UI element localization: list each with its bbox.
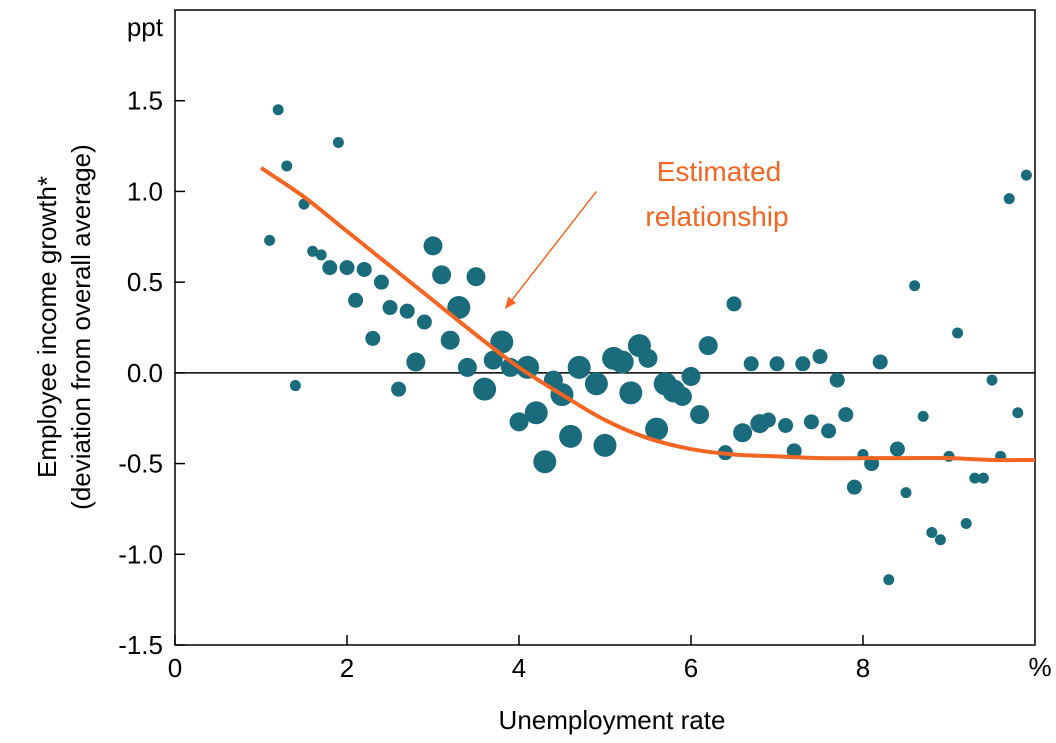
x-tick-label: 8 xyxy=(856,653,870,683)
scatter-point xyxy=(490,330,514,354)
scatter-point xyxy=(900,487,912,499)
scatter-point xyxy=(698,336,718,356)
y-unit-label: ppt xyxy=(127,12,164,42)
scatter-point xyxy=(391,381,407,397)
scatter-point xyxy=(356,261,372,277)
scatter-point xyxy=(1020,169,1032,181)
scatter-point xyxy=(281,160,293,172)
scatter-point xyxy=(846,479,862,495)
scatter-point xyxy=(778,417,794,433)
scatter-point xyxy=(399,303,415,319)
scatter-point xyxy=(760,412,776,428)
scatter-point xyxy=(272,104,284,116)
scatter-point xyxy=(690,405,710,425)
y-tick-label: -1.5 xyxy=(118,630,163,660)
scatter-point xyxy=(889,441,905,457)
y-tick-label: -1.0 xyxy=(118,539,163,569)
scatter-point xyxy=(339,260,355,276)
scatter-point xyxy=(593,433,617,457)
scatter-point xyxy=(926,527,938,539)
scatter-point xyxy=(952,327,964,339)
annotation-arrow xyxy=(504,190,597,310)
scatter-point xyxy=(786,443,802,459)
scatter-point xyxy=(743,356,759,372)
scatter-point xyxy=(838,407,854,423)
x-tick-label: 2 xyxy=(340,653,354,683)
y-tick-label: 0.5 xyxy=(127,267,163,297)
y-tick-label: -0.5 xyxy=(118,449,163,479)
scatter-point xyxy=(769,356,785,372)
scatter-point xyxy=(584,372,608,396)
scatter-point xyxy=(524,401,548,425)
scatter-point xyxy=(977,472,989,484)
scatter-point xyxy=(917,410,929,422)
scatter-point xyxy=(883,574,895,586)
scatter-point xyxy=(803,414,819,430)
scatter-points xyxy=(264,104,1032,586)
y-tick-label: 0.0 xyxy=(127,358,163,388)
scatter-point xyxy=(986,374,998,386)
scatter-point xyxy=(382,300,398,316)
scatter-point xyxy=(960,517,972,529)
y-tick-label: 1.5 xyxy=(127,86,163,116)
scatter-point xyxy=(509,412,529,432)
scatter-point xyxy=(610,350,634,374)
scatter-point xyxy=(645,417,669,441)
scatter-point xyxy=(322,260,338,276)
x-axis-ticks: 0 2 4 6 8 xyxy=(168,635,870,683)
scatter-point xyxy=(483,350,503,370)
annotation-line-1: Estimated xyxy=(657,156,782,187)
x-tick-label: 6 xyxy=(684,653,698,683)
scatter-point xyxy=(681,366,701,386)
scatter-point xyxy=(934,534,946,546)
scatter-point xyxy=(829,372,845,388)
x-unit-label: % xyxy=(1028,652,1051,682)
scatter-point xyxy=(733,423,753,443)
scatter-point xyxy=(812,349,828,365)
scatter-point xyxy=(969,472,981,484)
scatter-point xyxy=(533,450,557,474)
scatter-point xyxy=(516,355,540,379)
plot-frame xyxy=(174,9,1036,646)
scatter-point xyxy=(726,296,742,312)
scatter-point xyxy=(457,357,477,377)
scatter-point xyxy=(619,381,643,405)
x-axis-title: Unemployment rate xyxy=(499,705,726,735)
scatter-point xyxy=(307,245,319,257)
scatter-point xyxy=(289,380,301,392)
scatter-point xyxy=(264,234,276,246)
scatter-point xyxy=(447,296,471,320)
scatter-point xyxy=(348,292,364,308)
scatter-point xyxy=(406,352,426,372)
y-axis-title-line-1: Employee income growth* xyxy=(32,176,62,478)
scatter-point xyxy=(432,265,452,285)
scatter-point xyxy=(332,136,344,148)
scatter-point xyxy=(1003,193,1015,205)
scatter-point xyxy=(466,267,486,287)
scatter-point xyxy=(1012,407,1024,419)
x-tick-label: 4 xyxy=(512,653,526,683)
x-tick-label: 0 xyxy=(168,653,182,683)
y-tick-label: 1.0 xyxy=(127,176,163,206)
scatter-point xyxy=(795,356,811,372)
scatter-point xyxy=(416,314,432,330)
y-axis-ticks: -1.5 -1.0 -0.5 0.0 0.5 1.0 1.5 xyxy=(118,86,185,660)
scatter-point xyxy=(559,424,583,448)
scatter-point xyxy=(373,274,389,290)
scatter-point xyxy=(821,423,837,439)
scatter-point xyxy=(440,330,460,350)
scatter-point xyxy=(423,236,443,256)
scatter-point xyxy=(872,354,888,370)
annotation-line-2: relationship xyxy=(645,201,788,232)
scatter-point xyxy=(672,386,692,406)
scatter-point xyxy=(365,330,381,346)
y-axis-title-line-2: (deviation from overall average) xyxy=(66,144,96,510)
scatter-point xyxy=(473,377,497,401)
estimated-relationship-line xyxy=(259,166,1036,463)
scatter-point xyxy=(567,355,591,379)
scatter-point xyxy=(909,280,921,292)
scatter-point xyxy=(638,348,658,368)
scatter-point xyxy=(315,249,327,261)
